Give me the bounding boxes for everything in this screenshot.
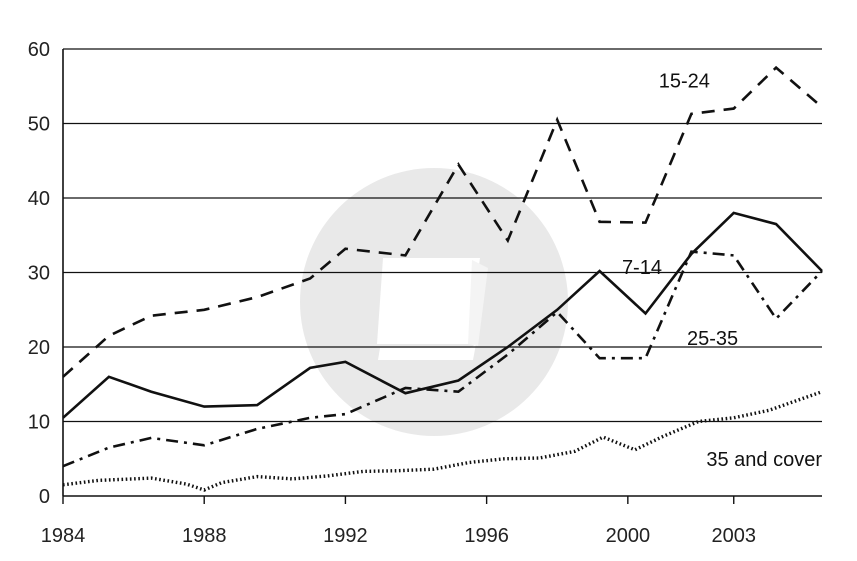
series-label-15-24: 15-24 [659, 71, 710, 93]
x-tick-label-2000: 2000 [606, 525, 651, 547]
x-tick-label-1984: 1984 [41, 525, 86, 547]
x-tick-label-1996: 1996 [464, 525, 509, 547]
x-tick-label-1992: 1992 [323, 525, 368, 547]
series-line-7-14 [62, 211, 823, 419]
y-tick-label-20: 20 [28, 337, 50, 359]
series-label-7-14: 7-14 [622, 257, 662, 279]
series-lines [62, 65, 823, 492]
y-tick-label-30: 30 [28, 263, 50, 285]
series-line-35-and-cover [62, 390, 823, 492]
y-tick-label-50: 50 [28, 114, 50, 136]
tick-labels: 0 10 20 30 40 50 60 1984 1988 1992 1996 2000 2003 [28, 39, 756, 547]
series-label-25-35: 25-35 [687, 328, 738, 350]
y-tick-label-40: 40 [28, 188, 50, 210]
x-tick-label-2003: 2003 [711, 525, 756, 547]
book-logo-watermark [300, 168, 568, 436]
axes [62, 49, 822, 504]
x-tick-label-1988: 1988 [182, 525, 227, 547]
y-tick-label-0: 0 [39, 486, 50, 508]
y-tick-label-60: 60 [28, 39, 50, 61]
series-label-35-and-cover: 35 and cover [706, 449, 822, 471]
gridlines [63, 48, 822, 423]
y-tick-label-10: 10 [28, 412, 50, 434]
series-line-25-35 [62, 250, 823, 468]
series-labels: 15-24 7-14 25-35 35 and cover [622, 71, 822, 471]
series-line-15-24 [62, 65, 823, 378]
